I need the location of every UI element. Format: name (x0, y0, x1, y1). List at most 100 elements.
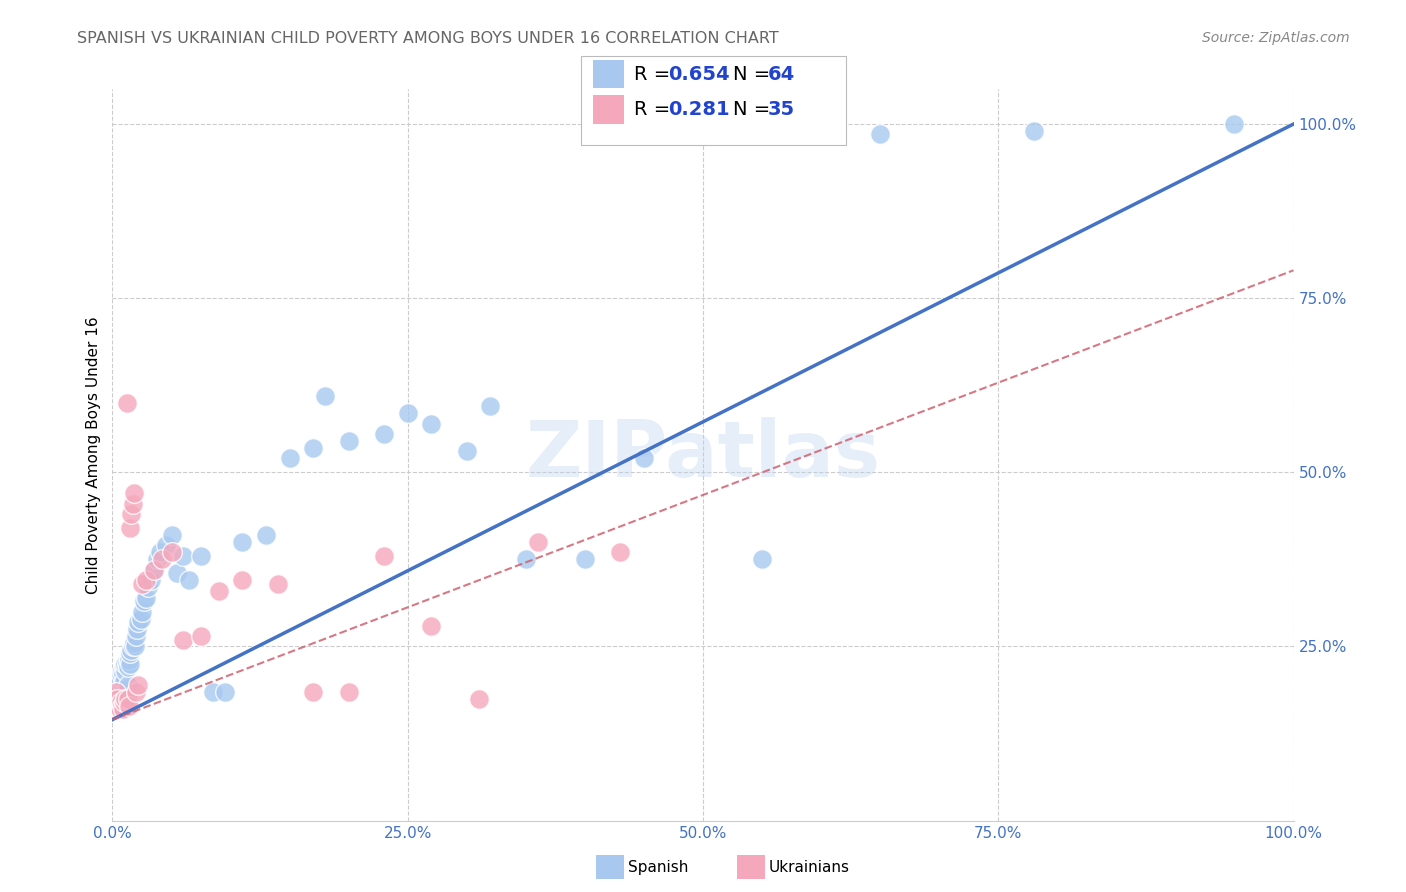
Text: R =: R = (634, 64, 676, 84)
Point (107, 681, 129, 696)
Point (125, 629, 148, 643)
Point (172, 549, 194, 563)
Point (112, 660, 135, 674)
Point (420, 618, 443, 632)
Point (201, 685, 224, 699)
Point (111, 698, 134, 713)
Point (117, 691, 139, 706)
Text: Ukrainians: Ukrainians (769, 860, 851, 874)
Point (120, 657, 142, 671)
Point (373, 549, 395, 563)
Point (121, 640, 143, 654)
Y-axis label: Child Poverty Among Boys Under 16: Child Poverty Among Boys Under 16 (86, 316, 101, 594)
Point (110, 695, 132, 709)
Text: 35: 35 (768, 100, 794, 120)
Point (134, 594, 156, 608)
Text: N =: N = (733, 64, 776, 84)
Point (124, 640, 146, 654)
Point (467, 691, 489, 706)
Point (117, 660, 139, 674)
Point (105, 678, 128, 692)
Point (142, 563, 165, 577)
Point (129, 612, 152, 626)
Text: 0.654: 0.654 (668, 64, 730, 84)
Point (190, 549, 212, 563)
Point (456, 444, 478, 458)
Point (278, 451, 301, 466)
Point (115, 657, 138, 671)
Point (142, 563, 165, 577)
Point (112, 678, 135, 692)
Point (150, 552, 173, 566)
Point (135, 574, 157, 588)
Point (127, 615, 149, 629)
Point (190, 629, 212, 643)
Point (633, 451, 655, 466)
Point (108, 702, 131, 716)
Point (231, 535, 253, 549)
Point (110, 667, 132, 681)
Point (231, 574, 253, 588)
Point (112, 695, 135, 709)
Point (121, 497, 143, 511)
Point (314, 389, 336, 403)
Point (515, 552, 537, 566)
Point (337, 434, 360, 448)
Point (120, 643, 142, 657)
Point (118, 649, 141, 664)
Point (1022, 124, 1045, 138)
Point (420, 417, 443, 431)
Point (166, 566, 188, 581)
Point (131, 576, 153, 591)
Point (108, 674, 131, 689)
Point (131, 605, 153, 619)
Point (172, 632, 194, 647)
Point (208, 583, 231, 598)
Point (110, 681, 132, 696)
Text: R =: R = (634, 100, 676, 120)
Point (127, 678, 149, 692)
Point (149, 545, 172, 559)
Point (127, 622, 149, 636)
Point (574, 552, 596, 566)
Point (179, 574, 201, 588)
Point (751, 552, 773, 566)
Point (114, 664, 136, 678)
Point (135, 591, 157, 605)
Point (214, 685, 236, 699)
Point (479, 399, 502, 413)
Point (160, 528, 183, 542)
Point (1223, 117, 1246, 131)
Point (118, 698, 141, 713)
Point (120, 521, 142, 535)
Point (114, 657, 136, 671)
Text: 64: 64 (768, 64, 794, 84)
Point (118, 653, 141, 667)
Point (105, 691, 128, 706)
Point (107, 698, 129, 713)
Point (267, 576, 290, 591)
Text: 0.281: 0.281 (668, 100, 730, 120)
Point (146, 552, 169, 566)
Point (302, 441, 325, 455)
Point (141, 574, 163, 588)
Point (302, 685, 325, 699)
Text: SPANISH VS UKRAINIAN CHILD POVERTY AMONG BOYS UNDER 16 CORRELATION CHART: SPANISH VS UKRAINIAN CHILD POVERTY AMONG… (77, 31, 779, 46)
Point (105, 685, 128, 699)
Point (254, 528, 277, 542)
Point (122, 486, 145, 500)
Text: ZIPatlas: ZIPatlas (526, 417, 880, 493)
Point (396, 406, 419, 420)
Point (115, 681, 138, 696)
Point (526, 535, 548, 549)
Point (117, 678, 139, 692)
Point (122, 636, 145, 650)
Point (111, 664, 134, 678)
Point (112, 702, 135, 716)
Point (114, 691, 136, 706)
Point (160, 545, 183, 559)
Point (609, 545, 631, 559)
Point (111, 688, 134, 702)
Point (155, 539, 177, 553)
Text: Source: ZipAtlas.com: Source: ZipAtlas.com (1202, 31, 1350, 45)
